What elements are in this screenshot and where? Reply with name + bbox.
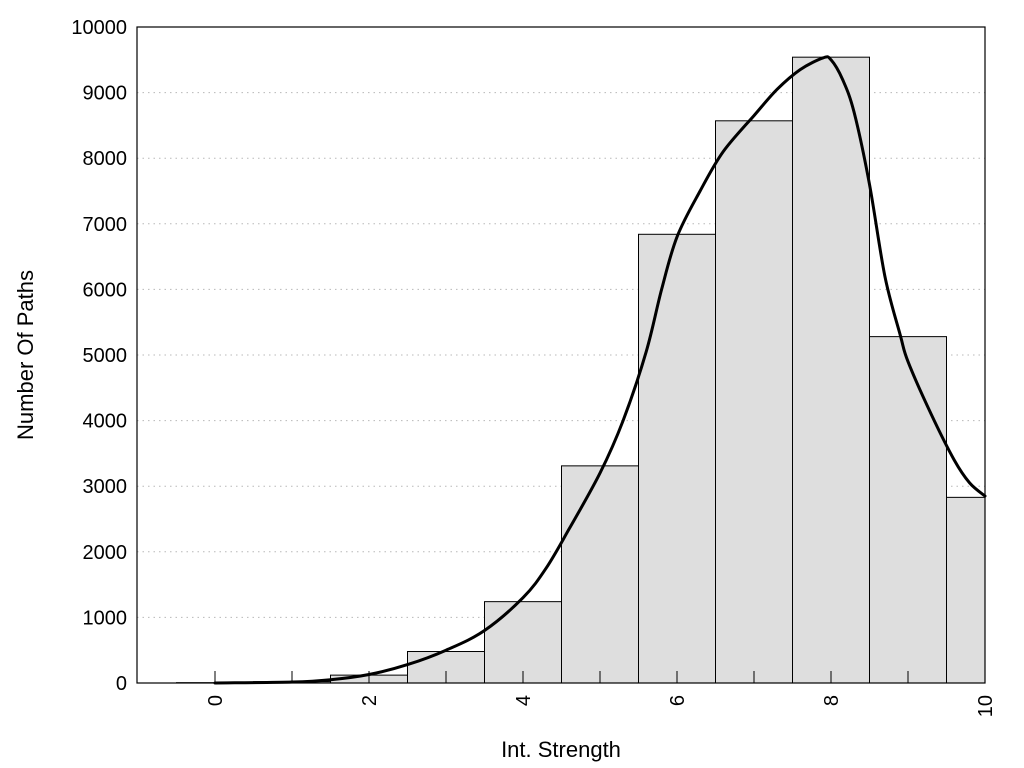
y-tick-label: 10000	[71, 17, 127, 39]
x-tick-label: 2	[359, 695, 381, 706]
x-tick-label: 4	[513, 695, 535, 706]
y-tick-label: 9000	[83, 83, 128, 105]
x-tick-label: 10	[975, 695, 997, 717]
y-tick-label: 0	[116, 673, 127, 695]
y-tick-label: 5000	[83, 345, 128, 367]
y-tick-label: 4000	[83, 411, 128, 433]
histogram-bars	[176, 56, 986, 684]
y-tick-label: 2000	[83, 542, 128, 564]
histogram-bar	[561, 465, 639, 684]
y-tick-label: 6000	[83, 279, 128, 301]
y-tick-label: 7000	[83, 214, 128, 236]
x-tick-labels: 0 2 4 6 8 10	[205, 695, 997, 717]
y-tick-label: 3000	[83, 476, 128, 498]
x-tick-label: 8	[821, 695, 843, 706]
density-curve	[213, 55, 987, 685]
y-tick-label: 1000	[83, 607, 128, 629]
y-axis-title: Number Of Paths	[13, 270, 38, 440]
y-tick-labels: 0 1000 2000 3000 4000 5000 6000 7000 8000 9000 100…	[71, 17, 127, 695]
histogram-bar	[638, 233, 716, 684]
x-axis-title: Int. Strength	[501, 737, 621, 762]
histogram-bar	[869, 336, 947, 684]
histogram-bar	[946, 496, 986, 684]
histogram-bar	[484, 601, 562, 684]
x-tick-label: 6	[667, 695, 689, 706]
plot-frame	[136, 26, 986, 684]
x-tick-label: 0	[205, 695, 227, 706]
histogram-bar	[715, 120, 793, 684]
y-tick-label: 8000	[83, 148, 128, 170]
histogram-bar	[792, 56, 870, 684]
